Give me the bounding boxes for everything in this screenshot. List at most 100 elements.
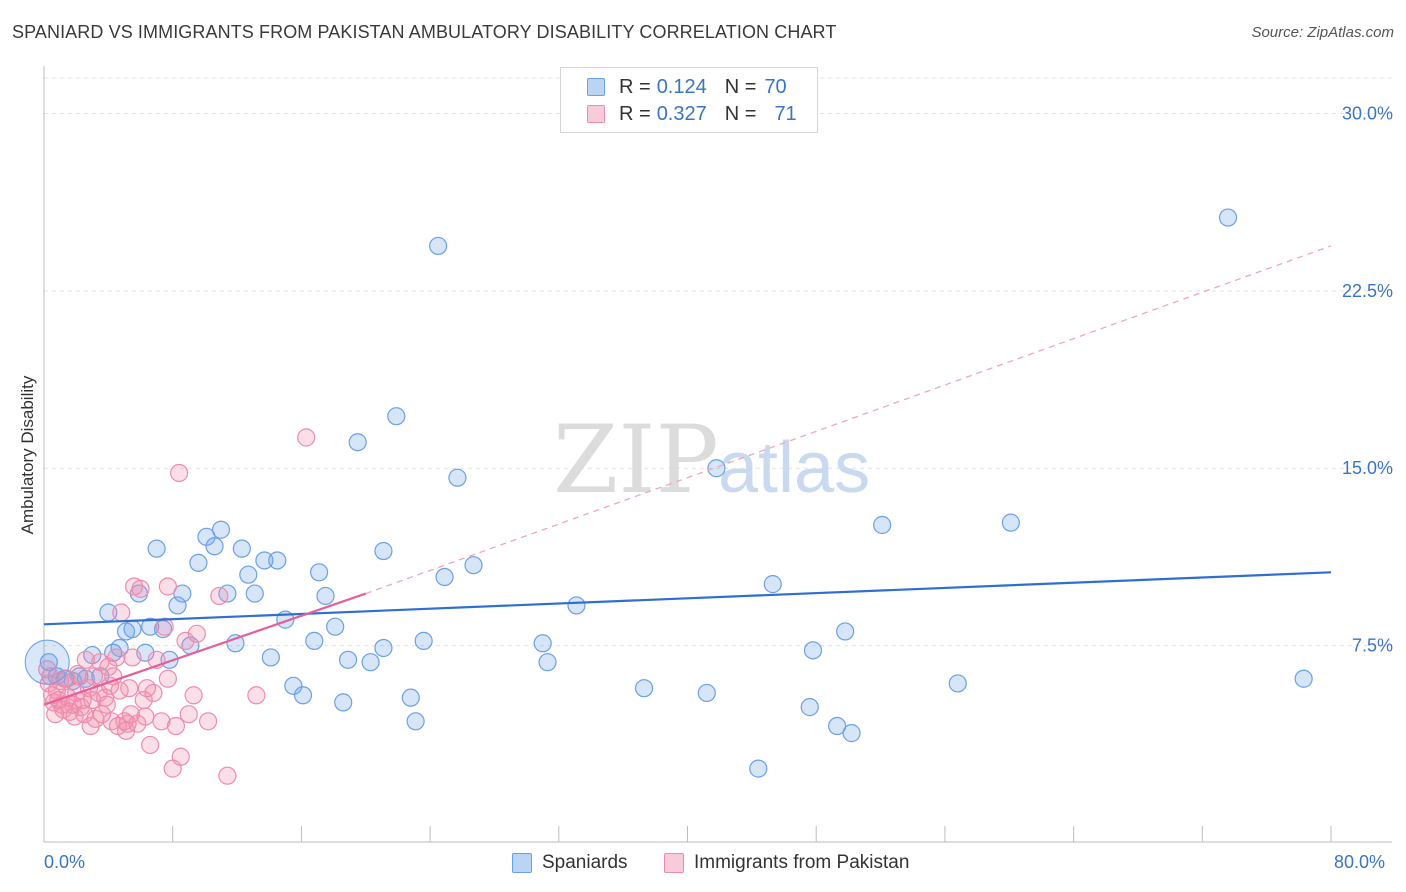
point-spaniards	[168, 596, 187, 615]
point-pakistan	[141, 735, 160, 755]
legend-n-label: N =	[724, 75, 757, 98]
point-pakistan	[297, 428, 316, 447]
point-pakistan	[136, 707, 155, 726]
point-spaniards	[309, 563, 329, 582]
point-pakistan	[198, 712, 218, 731]
point-spaniards	[401, 688, 420, 707]
point-pakistan	[210, 586, 229, 606]
point-spaniards	[361, 653, 380, 672]
point-spaniards	[387, 407, 406, 426]
point-spaniards	[429, 236, 448, 256]
point-spaniards	[255, 551, 274, 570]
point-pakistan	[123, 648, 142, 667]
stats-legend: R = 0.124 N = 70 R = 0.327 N = 71	[560, 67, 818, 133]
point-spaniards	[293, 686, 313, 705]
legend-item-spaniards[interactable]: Spaniards	[512, 852, 628, 874]
legend-n-value: 71	[774, 102, 797, 125]
point-pakistan	[158, 669, 177, 688]
point-pakistan	[97, 695, 116, 714]
point-spaniards	[261, 648, 280, 667]
point-spaniards-cluster	[24, 639, 70, 685]
point-spaniards	[828, 716, 847, 736]
legend-row-spaniards: R = 0.124 N = 70	[587, 75, 787, 99]
point-spaniards	[305, 631, 324, 650]
legend-r-label: R =	[619, 75, 651, 98]
point-pakistan	[187, 624, 206, 643]
point-spaniards	[211, 520, 231, 539]
point-pakistan	[171, 747, 190, 766]
point-pakistan	[144, 683, 163, 703]
legend-swatch-spaniards	[512, 853, 532, 873]
legend-swatch-pakistan	[587, 105, 605, 123]
legend-label-spaniards: Spaniards	[542, 852, 628, 873]
point-spaniards	[338, 650, 358, 669]
trend-line-spaniards	[43, 571, 1332, 626]
point-spaniards	[836, 622, 855, 641]
point-spaniards	[189, 553, 208, 572]
trend-line-pakistan-extension	[365, 245, 1332, 595]
legend-swatch-spaniards	[587, 78, 605, 96]
legend-swatch-pakistan	[664, 853, 684, 873]
watermark-zip: ZIP	[553, 406, 719, 515]
legend-n-value: 70	[764, 75, 787, 98]
point-pakistan	[121, 705, 140, 724]
point-pakistan	[96, 688, 115, 707]
point-spaniards	[245, 584, 264, 603]
point-pakistan	[247, 686, 266, 705]
legend-row-pakistan: R = 0.327 N = 71	[587, 102, 797, 126]
point-spaniards	[239, 565, 258, 584]
point-spaniards	[39, 653, 58, 672]
point-spaniards	[533, 634, 552, 653]
point-spaniards	[842, 724, 861, 743]
point-spaniards	[538, 653, 557, 672]
point-pakistan	[170, 463, 189, 483]
point-spaniards	[406, 712, 425, 731]
point-spaniards	[1294, 669, 1313, 688]
point-spaniards	[1218, 208, 1238, 227]
trend-lines	[43, 245, 1332, 706]
point-spaniards	[1001, 513, 1020, 532]
point-spaniards	[173, 584, 192, 603]
point-spaniards	[763, 575, 782, 594]
points-layer	[24, 208, 1313, 785]
legend-n-label: N =	[724, 102, 757, 125]
x-tick-label-max: 80.0%	[1334, 852, 1386, 872]
point-spaniards	[147, 539, 166, 558]
legend-r-value: 0.327	[656, 102, 707, 125]
point-spaniards	[374, 541, 393, 561]
point-pakistan	[120, 679, 139, 698]
point-pakistan	[118, 714, 137, 733]
x-tick-label-min: 0.0%	[44, 852, 86, 872]
point-pakistan	[152, 712, 171, 731]
trend-line-pakistan	[43, 592, 367, 706]
legend-r-label: R =	[619, 102, 651, 125]
point-spaniards	[316, 586, 335, 606]
legend-item-pakistan[interactable]: Immigrants from Pakistan	[664, 852, 909, 874]
point-spaniards	[334, 693, 353, 712]
legend-label-pakistan: Immigrants from Pakistan	[694, 852, 910, 873]
point-spaniards	[707, 459, 726, 478]
point-spaniards	[448, 468, 467, 487]
series-legend: Spaniards Immigrants from Pakistan	[0, 852, 1406, 876]
point-pakistan	[75, 705, 94, 724]
point-spaniards	[268, 551, 287, 570]
y-tick-label: 30.0%	[1342, 103, 1393, 123]
point-pakistan	[166, 716, 186, 736]
point-spaniards	[634, 679, 654, 698]
point-spaniards	[160, 650, 179, 669]
point-pakistan	[107, 648, 126, 667]
source-label: Source: ZipAtlas.com	[1251, 24, 1394, 41]
point-spaniards	[567, 596, 586, 615]
point-spaniards	[749, 759, 768, 778]
point-pakistan	[131, 579, 150, 598]
point-pakistan	[155, 617, 174, 636]
y-tick-label: 22.5%	[1342, 281, 1393, 301]
point-spaniards	[232, 539, 251, 558]
point-spaniards	[800, 698, 819, 717]
point-pakistan	[184, 686, 203, 705]
watermark-atlas: atlas	[718, 428, 870, 508]
point-spaniards	[697, 683, 716, 703]
point-spaniards	[326, 617, 345, 636]
point-spaniards	[948, 674, 967, 693]
